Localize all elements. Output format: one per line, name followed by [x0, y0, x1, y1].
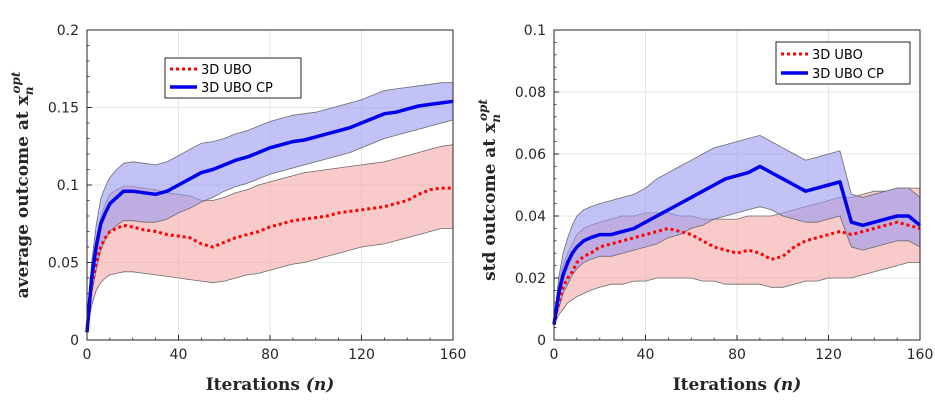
x-tick-label: 40 [170, 347, 188, 363]
x-tick-label: 40 [637, 347, 655, 363]
series-lines [552, 164, 922, 325]
series-line-ubo [552, 220, 921, 325]
y-tick-label: 0 [70, 333, 79, 349]
x-tick-label: 80 [728, 347, 746, 363]
y-tick-label: 0.05 [48, 256, 79, 272]
y-tick-label: 0.08 [515, 85, 546, 101]
legend-label-ubo-cp: 3D UBO CP [812, 67, 884, 82]
y-tick-label: 0.15 [48, 101, 79, 117]
chart-std-outcome: 0 40 80 120 160 0 0.02 0.04 0.06 0.08 0.1 Iteratio… [476, 23, 933, 395]
legend: 3D UBO 3D UBO CP [775, 41, 911, 85]
y-tick-label: 0.1 [57, 178, 79, 194]
legend-label-ubo: 3D UBO [812, 48, 863, 63]
x-tick-label: 160 [440, 347, 467, 363]
x-tick-label: 120 [815, 347, 842, 363]
y-tick-label: 0.1 [524, 23, 546, 39]
y-tick-label: 0.02 [515, 271, 546, 287]
legend-box [775, 41, 911, 85]
series-lines [85, 99, 454, 333]
y-tick-label: 0.06 [515, 147, 546, 163]
x-tick-label: 160 [907, 347, 934, 363]
x-tick-label: 0 [83, 347, 92, 363]
axis-ticks: 0 40 80 120 160 0 0.05 0.1 0.15 0.2 [48, 23, 467, 363]
series-line-ubo [85, 186, 453, 333]
y-tick-label: 0 [537, 333, 546, 349]
legend: 3D UBO 3D UBO CP [164, 57, 302, 99]
axis-ticks: 0 40 80 120 160 0 0.02 0.04 0.06 0.08 0.1 [515, 23, 934, 363]
y-tick-label: 0.04 [515, 209, 546, 225]
legend-label-ubo-cp: 3D UBO CP [201, 81, 273, 96]
x-axis-label: Iterations (n) [206, 375, 335, 395]
y-axis-label: std outcome at xnopt [476, 99, 503, 281]
x-axis-label: Iterations (n) [673, 375, 802, 395]
x-tick-label: 80 [261, 347, 279, 363]
series-line-ubo-cp [552, 164, 922, 325]
y-axis-label: average outcome at xnopt [9, 71, 36, 298]
chart-average-outcome: 0 40 80 120 160 0 0.05 0.1 0.15 0.2 Iterations (n… [9, 23, 466, 395]
y-tick-label: 0.2 [57, 23, 79, 39]
series-line-ubo-cp [85, 99, 454, 333]
legend-box [164, 57, 302, 99]
x-tick-label: 0 [550, 347, 559, 363]
legend-label-ubo: 3D UBO [201, 63, 252, 78]
x-tick-label: 120 [348, 347, 375, 363]
